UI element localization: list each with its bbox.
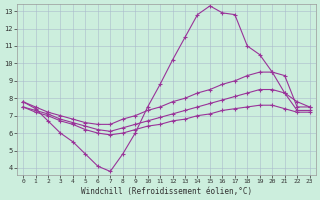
X-axis label: Windchill (Refroidissement éolien,°C): Windchill (Refroidissement éolien,°C) (81, 187, 252, 196)
